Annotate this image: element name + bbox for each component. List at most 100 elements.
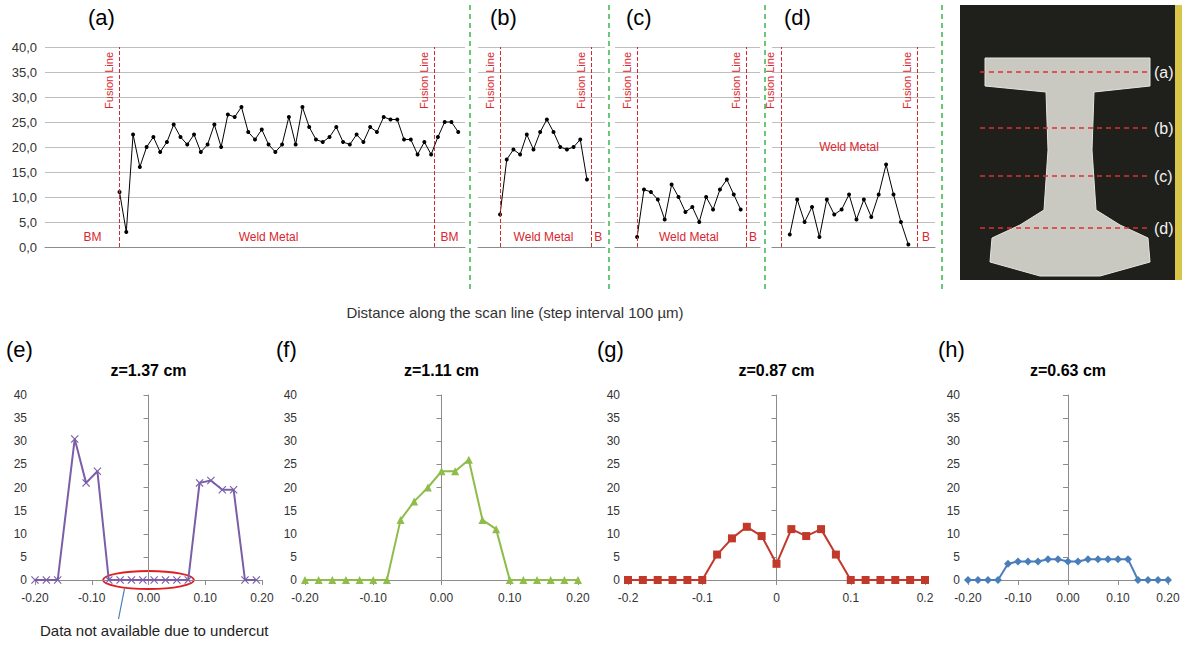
svg-text:30: 30 [947,434,961,448]
svg-text:(h): (h) [938,337,965,362]
svg-text:BM: BM [83,230,101,244]
svg-text:Fusion Line: Fusion Line [764,52,776,109]
svg-text:0.00: 0.00 [1056,591,1080,605]
svg-text:B: B [922,230,930,244]
svg-text:(e): (e) [6,337,33,362]
svg-text:15: 15 [284,504,298,518]
svg-text:20: 20 [14,481,28,495]
svg-text:(c): (c) [626,5,652,30]
svg-text:0.1: 0.1 [842,591,859,605]
svg-text:0: 0 [613,573,620,587]
svg-text:25: 25 [14,457,28,471]
svg-text:0.20: 0.20 [566,591,590,605]
svg-text:20: 20 [607,481,621,495]
svg-text:25,0: 25,0 [12,115,37,130]
svg-text:-0.10: -0.10 [360,591,388,605]
svg-text:(c): (c) [1154,168,1173,185]
svg-text:-0.10: -0.10 [1004,591,1032,605]
svg-text:(a): (a) [1154,64,1174,81]
svg-text:0.2: 0.2 [917,591,934,605]
svg-text:0.20: 0.20 [1156,591,1180,605]
svg-text:40,0: 40,0 [12,40,37,55]
svg-text:20: 20 [284,481,298,495]
svg-text:-0.10: -0.10 [78,591,106,605]
svg-text:Weld Metal: Weld Metal [514,230,574,244]
svg-text:15: 15 [14,504,28,518]
svg-text:0.20: 0.20 [250,591,274,605]
svg-text:10: 10 [947,527,961,541]
svg-text:z=0.63 cm: z=0.63 cm [1030,362,1106,379]
svg-text:Weld Metal: Weld Metal [239,230,299,244]
svg-text:(a): (a) [88,5,115,30]
svg-text:0: 0 [773,591,780,605]
svg-text:0.10: 0.10 [1106,591,1130,605]
svg-text:(f): (f) [276,337,297,362]
svg-text:(b): (b) [490,5,517,30]
svg-text:z=1.11 cm: z=1.11 cm [404,362,479,379]
svg-text:BM: BM [440,230,458,244]
svg-text:0: 0 [20,573,27,587]
svg-text:B: B [594,230,602,244]
svg-text:-0.1: -0.1 [692,591,713,605]
svg-text:(b): (b) [1154,120,1174,137]
svg-text:0,0: 0,0 [19,240,37,255]
svg-text:20: 20 [947,481,961,495]
svg-text:(d): (d) [1154,220,1174,237]
svg-text:15: 15 [947,504,961,518]
svg-text:Distance along the scan line (: Distance along the scan line (step inter… [346,304,683,321]
svg-text:35: 35 [14,411,28,425]
svg-text:5: 5 [290,550,297,564]
svg-text:5: 5 [953,550,960,564]
svg-text:Fusion Line: Fusion Line [575,52,587,109]
svg-text:25: 25 [607,457,621,471]
svg-text:Weld Metal: Weld Metal [659,230,719,244]
svg-text:Fusion Line: Fusion Line [103,52,115,109]
svg-text:10: 10 [14,527,28,541]
svg-text:Data not available due to unde: Data not available due to undercut [40,622,269,639]
svg-text:35: 35 [607,411,621,425]
svg-text:0: 0 [953,573,960,587]
svg-text:Fusion Line: Fusion Line [484,52,496,109]
svg-text:-0.20: -0.20 [291,591,319,605]
svg-text:40: 40 [947,388,961,402]
svg-text:Fusion Line: Fusion Line [418,52,430,109]
svg-text:30: 30 [284,434,298,448]
svg-text:5: 5 [613,550,620,564]
svg-text:15,0: 15,0 [12,165,37,180]
svg-text:5: 5 [20,550,27,564]
svg-text:30,0: 30,0 [12,90,37,105]
svg-text:0.00: 0.00 [430,591,454,605]
svg-text:35: 35 [947,411,961,425]
svg-text:40: 40 [284,388,298,402]
svg-text:B: B [749,230,757,244]
svg-text:(g): (g) [597,337,624,362]
svg-text:(d): (d) [784,5,811,30]
svg-text:Weld Metal: Weld Metal [819,140,879,154]
svg-text:35: 35 [284,411,298,425]
svg-text:5,0: 5,0 [19,215,37,230]
svg-text:10: 10 [607,527,621,541]
svg-text:20,0: 20,0 [12,140,37,155]
svg-text:10,0: 10,0 [12,190,37,205]
svg-text:Fusion Line: Fusion Line [621,52,633,109]
svg-text:0: 0 [290,573,297,587]
svg-text:40: 40 [607,388,621,402]
svg-text:-0.20: -0.20 [21,591,49,605]
svg-text:-0.20: -0.20 [954,591,982,605]
svg-text:-0.2: -0.2 [618,591,639,605]
svg-text:15: 15 [607,504,621,518]
svg-text:0.10: 0.10 [194,591,218,605]
svg-text:25: 25 [284,457,298,471]
svg-text:30: 30 [14,434,28,448]
svg-text:35,0: 35,0 [12,65,37,80]
svg-text:0.00: 0.00 [137,591,161,605]
svg-text:z=1.37 cm: z=1.37 cm [110,362,186,379]
svg-text:Fusion Line: Fusion Line [901,52,913,109]
svg-text:Fusion Line: Fusion Line [730,52,742,109]
svg-text:25: 25 [947,457,961,471]
svg-text:10: 10 [284,527,298,541]
svg-text:30: 30 [607,434,621,448]
svg-text:40: 40 [14,388,28,402]
svg-text:z=0.87 cm: z=0.87 cm [738,362,814,379]
svg-text:0.10: 0.10 [498,591,522,605]
